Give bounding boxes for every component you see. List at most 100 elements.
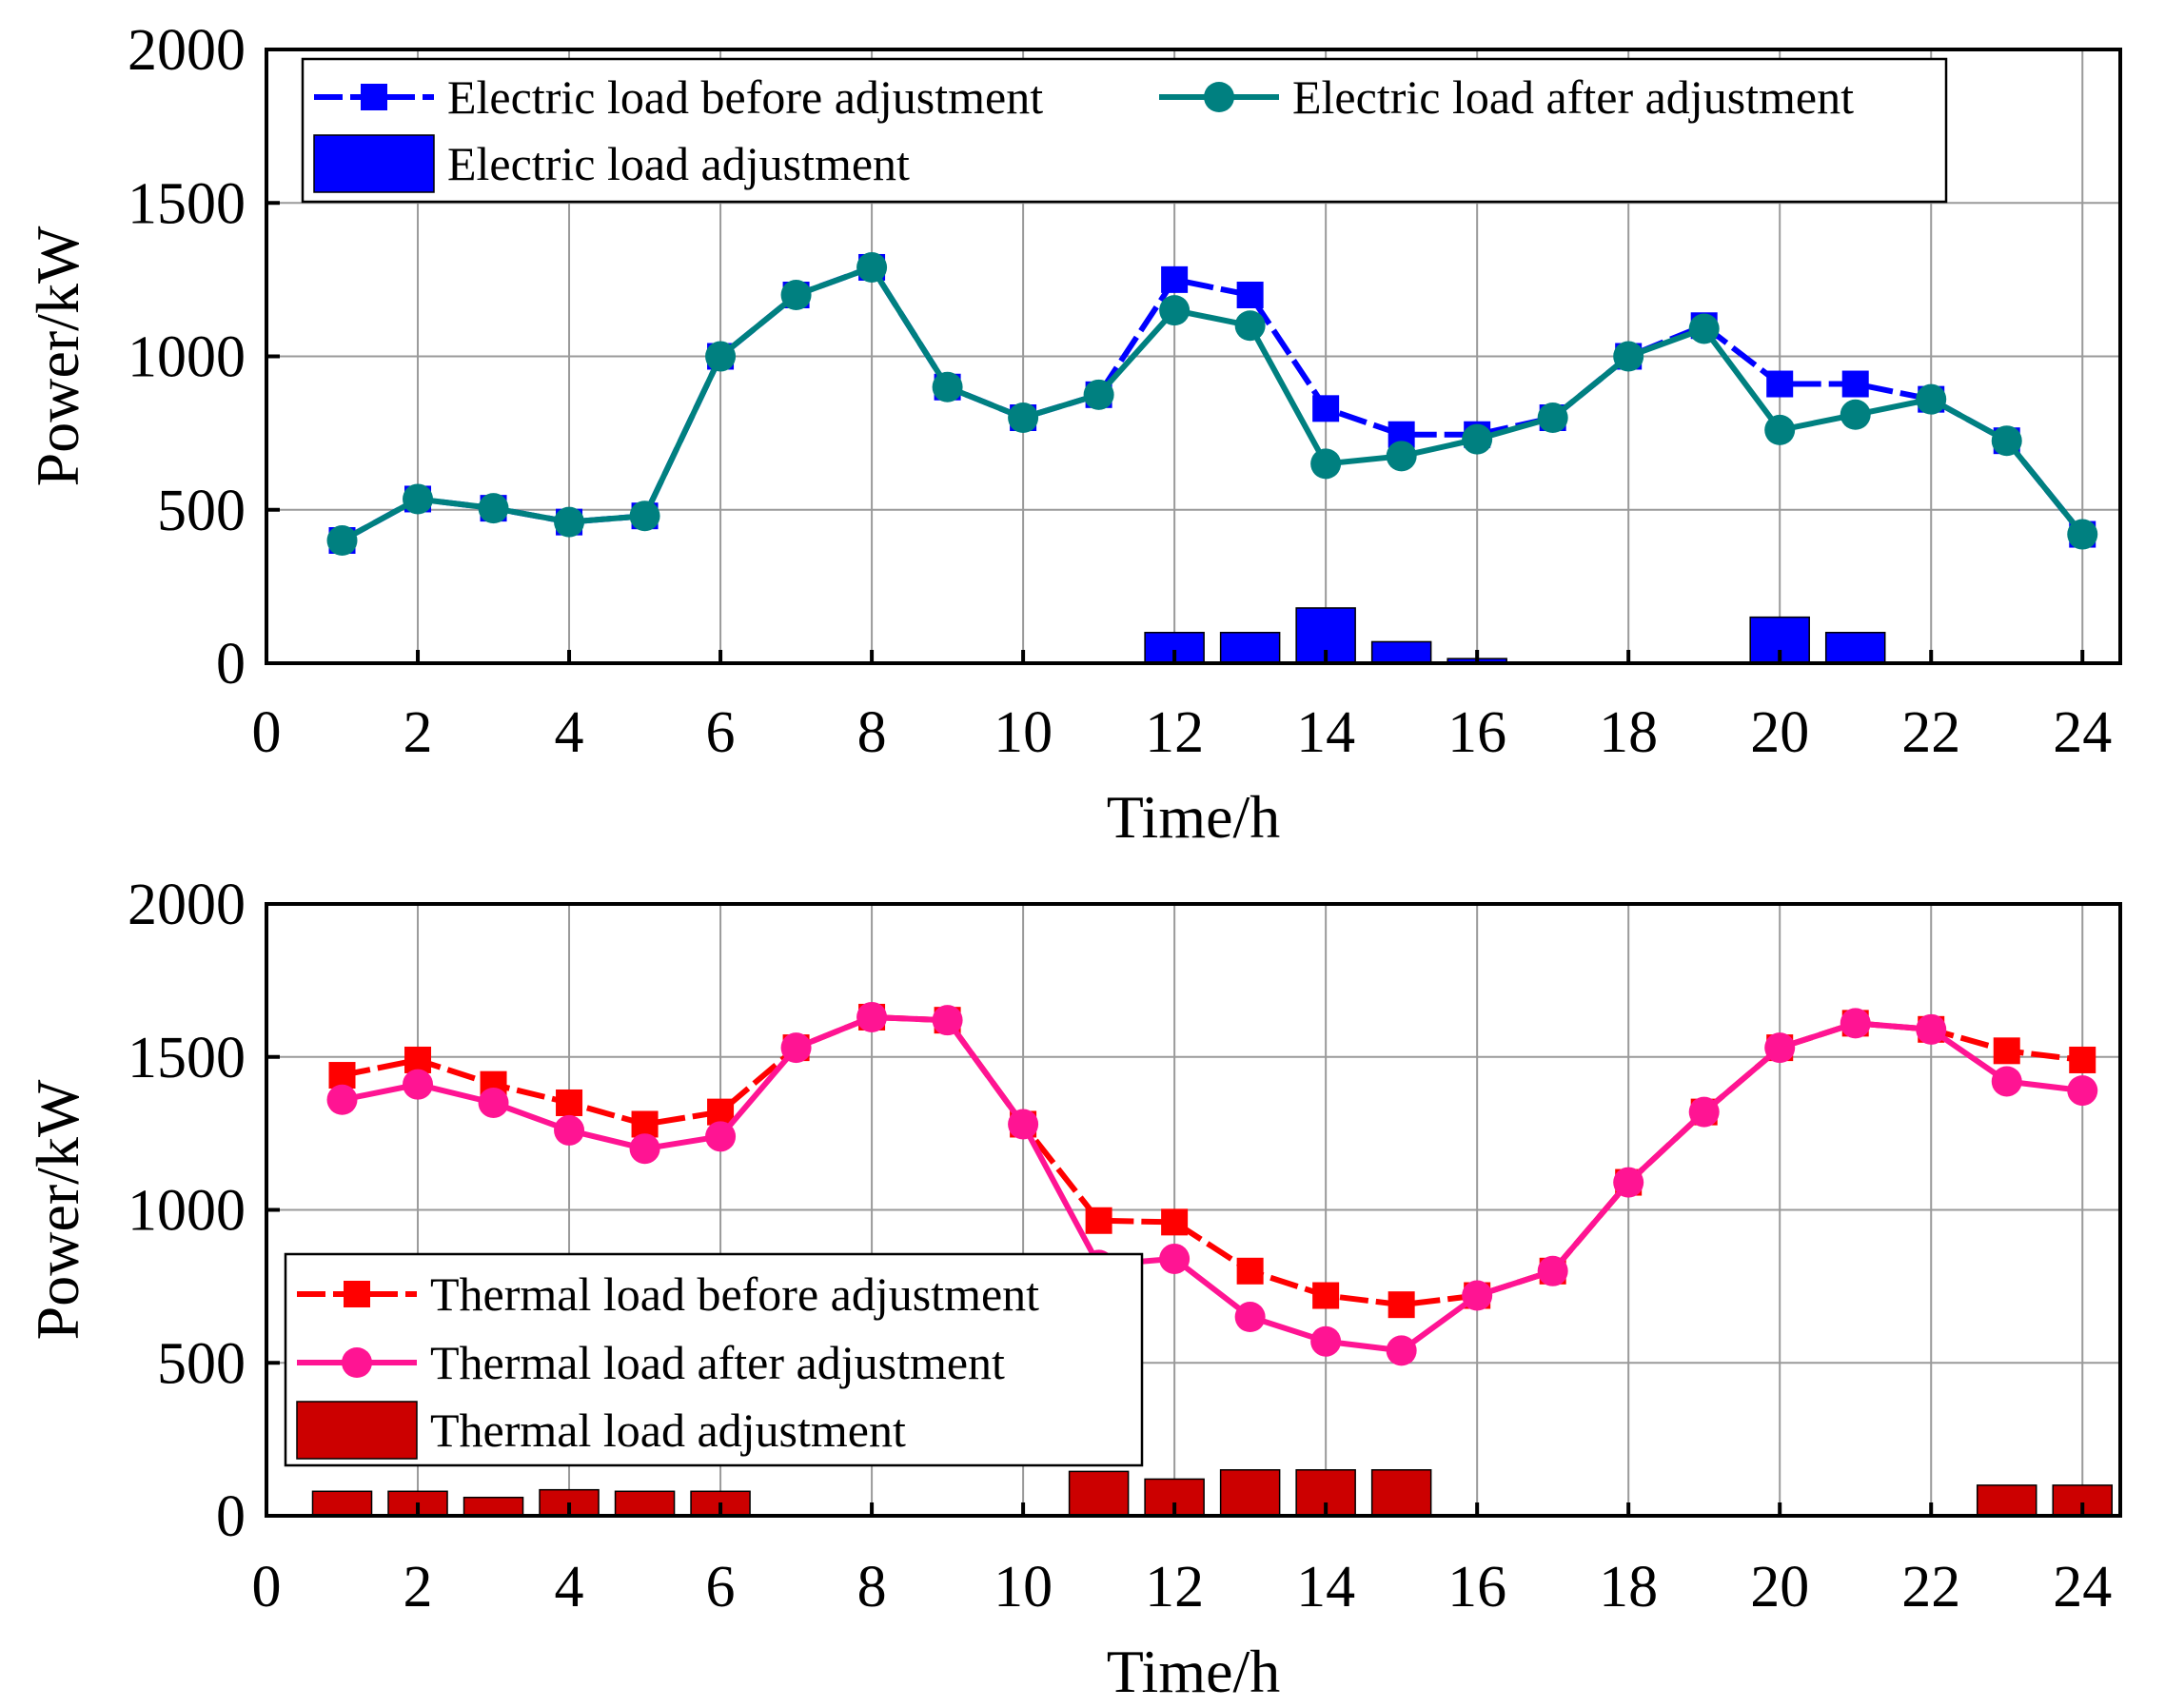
legend-swatch <box>313 134 435 193</box>
y-tick-label: 2000 <box>128 18 246 83</box>
adjustment-bar <box>614 1490 676 1517</box>
legend-item: Electric load adjustment <box>313 134 910 193</box>
data-point <box>1161 265 1189 293</box>
data-point <box>705 1121 737 1152</box>
adjustment-bar <box>1370 640 1432 664</box>
adjustment-bar <box>311 1490 373 1517</box>
legend: Thermal load before adjustment Thermal lo… <box>284 1252 1144 1467</box>
x-tick-label: 12 <box>1145 1555 1204 1620</box>
thermal-load-panel: 0 2 4 6 8 10 12 14 16 18 20 22 240500100015002000Tim… <box>24 873 2122 1705</box>
x-tick-label: 12 <box>1145 700 1204 765</box>
adjustment-bar <box>1824 632 1886 664</box>
data-point <box>1840 399 1871 430</box>
data-point <box>1236 282 1264 308</box>
adjustment-bar <box>463 1496 524 1517</box>
data-point <box>1840 1008 1871 1039</box>
legend-marker <box>361 84 387 110</box>
data-point <box>1386 441 1417 472</box>
x-tick-label: 14 <box>1296 1555 1355 1620</box>
adjustment-bar <box>1370 1469 1432 1517</box>
data-point <box>1916 1013 1947 1045</box>
legend-box <box>301 57 1948 204</box>
legend-label: Electric load adjustment <box>447 137 910 190</box>
data-point <box>705 341 737 372</box>
x-tick-label: 6 <box>706 700 736 765</box>
data-point <box>856 1001 888 1032</box>
data-point <box>1388 1291 1415 1319</box>
legend-marker <box>1204 82 1234 112</box>
data-point <box>707 1098 735 1126</box>
data-point <box>1159 295 1191 326</box>
data-point <box>1688 1096 1720 1128</box>
data-point <box>1841 370 1869 398</box>
data-point <box>1085 1207 1112 1234</box>
data-point <box>631 1110 659 1138</box>
data-point <box>404 1046 432 1073</box>
data-point <box>1462 423 1493 455</box>
data-point <box>856 251 888 283</box>
y-axis-title: Power/kW <box>24 1079 91 1340</box>
x-axis-title: Time/h <box>1107 783 1281 851</box>
x-tick-label: 10 <box>994 1555 1053 1620</box>
adjustment-bar <box>1219 1469 1281 1517</box>
x-tick-label: 20 <box>1750 700 1809 765</box>
data-point <box>1991 425 2022 457</box>
x-tick-label: 0 <box>252 700 282 765</box>
data-point <box>1764 414 1796 445</box>
x-tick-label: 4 <box>555 700 584 765</box>
legend-label: Thermal load adjustment <box>430 1404 906 1457</box>
x-tick-label: 22 <box>1901 1555 1960 1620</box>
data-point <box>1161 1208 1189 1236</box>
legend-item: Thermal load before adjustment <box>297 1267 1039 1321</box>
y-axis-title: Power/kW <box>24 226 91 486</box>
legend-label: Thermal load after adjustment <box>430 1336 1005 1389</box>
x-axis-title: Time/h <box>1107 1638 1281 1705</box>
x-tick-label: 2 <box>403 1555 433 1620</box>
x-tick-label: 2 <box>403 700 433 765</box>
data-point <box>1764 1032 1796 1064</box>
y-tick-label: 500 <box>157 1331 246 1396</box>
x-tick-label: 16 <box>1447 700 1506 765</box>
data-point <box>328 1062 356 1090</box>
data-point <box>1688 313 1720 344</box>
data-point <box>1234 1302 1266 1333</box>
data-point <box>1537 1255 1568 1286</box>
data-point <box>2067 1075 2098 1107</box>
x-tick-label: 6 <box>706 1555 736 1620</box>
data-point <box>326 525 358 556</box>
data-point <box>554 506 585 538</box>
y-tick-label: 0 <box>216 632 246 697</box>
data-point <box>932 1005 963 1036</box>
legend-marker <box>344 1281 370 1307</box>
legend-item: Electric load after adjustment <box>1159 70 1854 124</box>
x-tick-label: 8 <box>857 700 887 765</box>
data-point <box>326 1084 358 1115</box>
data-point <box>1916 383 1947 415</box>
data-point <box>2067 519 2098 550</box>
legend-item: Thermal load after adjustment <box>297 1336 1005 1389</box>
data-point <box>1310 448 1342 480</box>
legend-label: Thermal load before adjustment <box>430 1267 1039 1321</box>
y-tick-label: 500 <box>157 479 246 543</box>
data-point <box>1991 1066 2022 1097</box>
data-point <box>629 501 660 532</box>
data-point <box>1236 1257 1264 1285</box>
data-point <box>1386 1335 1417 1366</box>
legend: Electric load before adjustment Electric … <box>301 57 1948 204</box>
data-point <box>1537 402 1568 433</box>
x-tick-label: 22 <box>1901 700 1960 765</box>
x-tick-label: 0 <box>252 1555 282 1620</box>
adjustment-bar <box>1976 1484 2037 1517</box>
x-tick-label: 18 <box>1599 1555 1658 1620</box>
x-tick-label: 16 <box>1447 1555 1506 1620</box>
data-point <box>1159 1243 1191 1274</box>
data-point <box>1613 1167 1644 1198</box>
adjustment-bar <box>1068 1470 1130 1517</box>
data-point <box>478 1087 509 1118</box>
series-line <box>341 265 2085 543</box>
data-point <box>1766 370 1794 398</box>
legend-item: Electric load before adjustment <box>314 70 1043 124</box>
data-point <box>780 1032 812 1064</box>
x-tick-label: 18 <box>1599 700 1658 765</box>
